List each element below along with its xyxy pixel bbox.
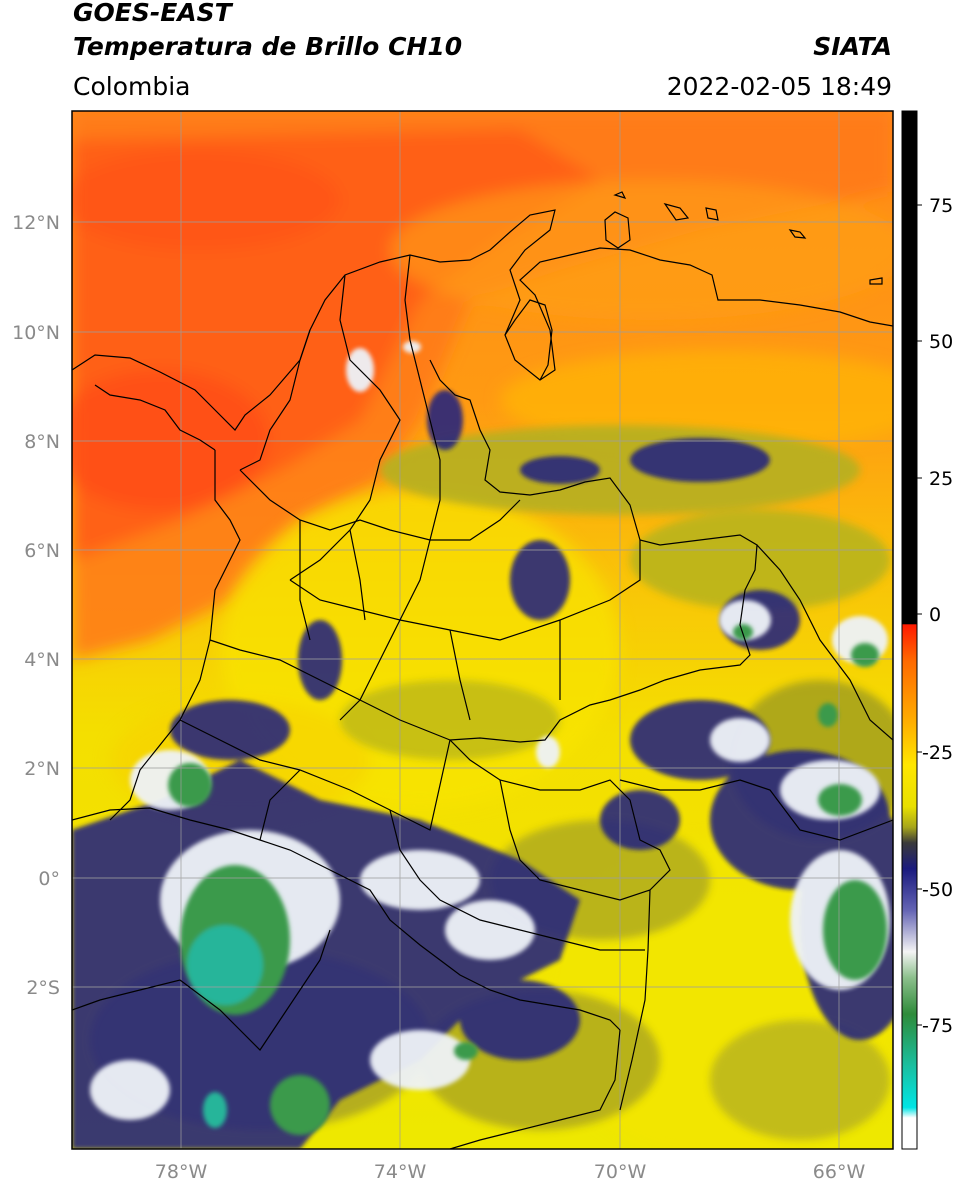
colorbar-frame — [901, 110, 918, 1150]
lat-tick-4N: 4°N — [24, 649, 60, 671]
agency-label: SIATA — [813, 32, 892, 61]
colorbar-tick-minus-25: -25 — [922, 742, 953, 764]
latitude-labels: 12°N 10°N 8°N 6°N 4°N 2°N 0° 2°S — [12, 212, 60, 999]
lon-tick-66W: 66°W — [813, 1161, 866, 1183]
lat-tick-6N: 6°N — [24, 540, 60, 562]
colorbar-gradient — [902, 111, 917, 1149]
lat-tick-2S: 2°S — [26, 977, 60, 999]
colorbar-tick-50: 50 — [929, 331, 953, 353]
colorbar-tick-minus-75: -75 — [922, 1015, 953, 1037]
lat-tick-10N: 10°N — [12, 322, 60, 344]
colorbar: 75 50 25 0 -25 -50 -75 — [901, 110, 953, 1150]
lat-tick-2N: 2°N — [24, 758, 60, 780]
lon-tick-74W: 74°W — [374, 1161, 427, 1183]
product-title: Temperatura de Brillo CH10 — [73, 32, 463, 61]
brightness-temperature-raster — [72, 111, 893, 1149]
datetime-label: 2022-02-05 18:49 — [666, 72, 892, 101]
map-frame — [71, 110, 894, 1150]
colorbar-tick-minus-50: -50 — [922, 879, 953, 901]
lon-tick-78W: 78°W — [155, 1161, 208, 1183]
colorbar-tick-0: 0 — [929, 604, 941, 626]
longitude-labels: 78°W 74°W 70°W 66°W — [155, 1161, 866, 1183]
satellite-title: GOES-EAST — [73, 0, 232, 27]
colorbar-tick-75: 75 — [929, 195, 953, 217]
borders — [72, 191, 893, 1149]
colorbar-tick-25: 25 — [929, 468, 953, 490]
lat-tick-12N: 12°N — [12, 212, 60, 234]
lat-tick-8N: 8°N — [24, 431, 60, 453]
lat-tick-0: 0° — [38, 868, 60, 890]
region-label: Colombia — [73, 72, 191, 101]
lon-tick-70W: 70°W — [594, 1161, 647, 1183]
